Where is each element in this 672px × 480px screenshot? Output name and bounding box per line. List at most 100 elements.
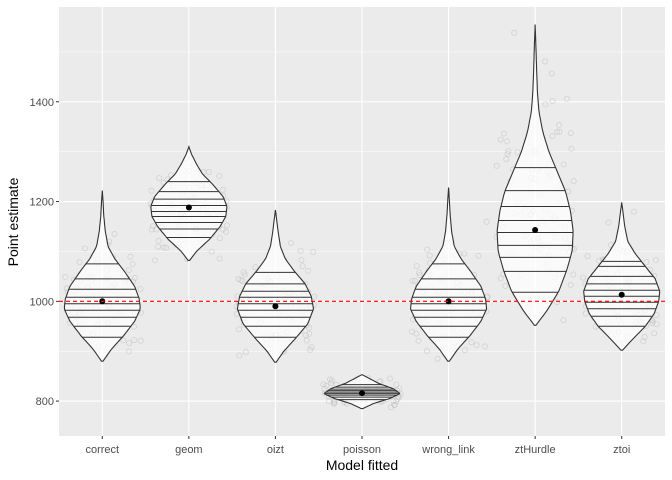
jitter-point xyxy=(643,259,650,266)
jitter-point xyxy=(241,271,248,278)
jitter-point xyxy=(386,375,393,382)
violin-oizt xyxy=(236,209,315,363)
jitter-point xyxy=(127,253,134,260)
jitter-point xyxy=(393,381,400,388)
y-axis-title: Point estimate xyxy=(5,177,21,266)
jitter-point xyxy=(153,226,160,233)
jitter-point xyxy=(155,243,162,250)
jitter-point xyxy=(305,267,312,274)
jitter-point xyxy=(514,149,521,156)
jitter-point xyxy=(500,130,507,137)
mean-point-poisson xyxy=(359,390,365,397)
mean-point-geom xyxy=(185,204,192,211)
violin-ztHurdle xyxy=(496,24,574,326)
mean-point-ztoi xyxy=(618,291,625,298)
jitter-point xyxy=(111,230,118,237)
jitter-point xyxy=(468,339,475,346)
jitter-point xyxy=(567,281,574,288)
jitter-point xyxy=(631,208,638,215)
jitter-point xyxy=(216,172,223,179)
jitter-point xyxy=(511,29,518,36)
jitter-point xyxy=(323,382,330,389)
jitter-point xyxy=(605,219,612,226)
jitter-point xyxy=(461,347,468,354)
jitter-point xyxy=(130,323,137,330)
jitter-point xyxy=(129,260,136,267)
jitter-point xyxy=(237,276,244,283)
jitter-point xyxy=(306,330,313,337)
jitter-point xyxy=(325,397,332,404)
jitter-point xyxy=(298,256,305,263)
x-tick-label: wrong_link xyxy=(421,444,475,456)
jitter-point xyxy=(549,98,556,105)
jitter-point xyxy=(236,352,243,359)
jitter-point xyxy=(163,244,170,251)
jitter-point xyxy=(307,346,314,353)
jitter-point xyxy=(62,273,69,280)
y-tick-label: 1200 xyxy=(30,197,54,209)
jitter-point xyxy=(396,385,403,392)
violin-correct xyxy=(63,190,141,362)
jitter-point xyxy=(560,317,567,324)
mean-point-wrong_link xyxy=(445,298,452,305)
jitter-point xyxy=(653,312,660,319)
jitter-point xyxy=(596,257,603,264)
jitter-point xyxy=(568,145,575,152)
jitter-point xyxy=(542,58,549,65)
jitter-point xyxy=(149,223,156,230)
jitter-point xyxy=(413,330,420,337)
violins xyxy=(63,24,661,410)
y-tick-label: 1000 xyxy=(30,296,54,308)
x-tick-label: geom xyxy=(175,444,203,456)
jitter-point xyxy=(160,244,167,251)
jitter-point xyxy=(481,343,488,350)
jitter-point xyxy=(126,340,133,347)
jitter-point xyxy=(570,271,577,278)
jitter-point xyxy=(131,337,138,344)
jitter-point xyxy=(331,399,338,406)
jitter-point xyxy=(224,222,231,229)
jitter-point xyxy=(497,275,504,282)
jitter-point xyxy=(461,250,468,257)
jitter-point xyxy=(208,248,215,255)
jitter-point xyxy=(236,326,243,333)
jitter-point xyxy=(640,338,647,345)
x-tick-label: oizt xyxy=(267,444,284,456)
jitter-point xyxy=(570,177,577,184)
jitter-point xyxy=(554,299,561,306)
jitter-point xyxy=(475,252,482,259)
y-tick-label: 1400 xyxy=(30,97,54,109)
jitter-point xyxy=(497,136,504,143)
jitter-point xyxy=(388,404,395,411)
jitter-point xyxy=(148,226,155,233)
jitter-point xyxy=(216,235,223,242)
jitter-point xyxy=(310,248,317,255)
jitter-point xyxy=(424,246,431,253)
jitter-point xyxy=(411,277,418,284)
jitter-point xyxy=(549,133,556,140)
jitter-point xyxy=(502,282,509,289)
jitter-point xyxy=(327,380,334,387)
jitter-point xyxy=(504,150,511,157)
jitter-point xyxy=(473,341,480,348)
jitter-point xyxy=(580,274,587,281)
jitter-point xyxy=(328,377,335,384)
jitter-point xyxy=(131,274,138,281)
jitter-point xyxy=(548,70,555,77)
jitter-point xyxy=(137,285,144,292)
jitter-point xyxy=(653,321,660,328)
jitter-point xyxy=(120,337,127,344)
jitter-point xyxy=(415,337,422,344)
jitter-point xyxy=(76,259,83,266)
jitter-point xyxy=(567,130,574,137)
jitter-point xyxy=(493,162,500,169)
jitter-point xyxy=(504,138,511,145)
jitter-point xyxy=(584,253,591,260)
jitter-point xyxy=(556,121,563,128)
jitter-point xyxy=(137,337,144,344)
jitter-point xyxy=(483,218,490,225)
jitter-point xyxy=(321,385,328,392)
jitter-point xyxy=(409,277,416,284)
